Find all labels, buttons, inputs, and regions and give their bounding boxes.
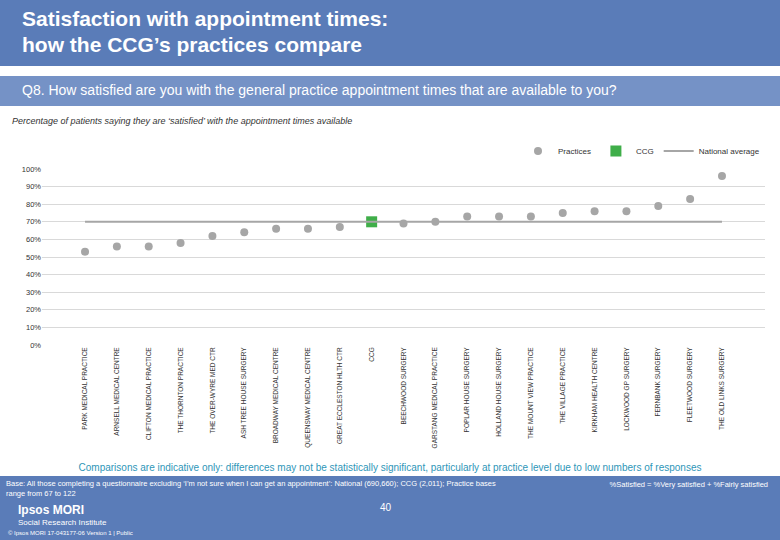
svg-text:50%: 50%	[26, 253, 41, 262]
html-text:Social Research Institute: Social Research Institute	[18, 518, 107, 527]
html-text:Comparisons are indicative onl: Comparisons are indicative only: differe…	[78, 462, 702, 473]
html-text:Base: All those completing a q: Base: All those completing a questionnai…	[6, 479, 496, 498]
html-text:Ipsos MORI: Ipsos MORI	[18, 503, 84, 517]
svg-text:THE VILLAGE PRACTICE: THE VILLAGE PRACTICE	[559, 347, 566, 424]
svg-text:QUEENSWAY MEDICAL CENTRE: QUEENSWAY MEDICAL CENTRE	[304, 347, 312, 448]
svg-text:60%: 60%	[26, 235, 41, 244]
svg-text:10%: 10%	[26, 323, 41, 332]
svg-text:FLEETWOOD SURGERY: FLEETWOOD SURGERY	[686, 347, 693, 423]
svg-text:HOLLAND HOUSE SURGERY: HOLLAND HOUSE SURGERY	[495, 347, 502, 437]
svg-text:National average: National average	[699, 147, 760, 156]
svg-text:CLIFTON MEDICAL PRACTICE: CLIFTON MEDICAL PRACTICE	[145, 347, 152, 440]
svg-text:BEECHWOOD SURGERY: BEECHWOOD SURGERY	[400, 347, 407, 425]
svg-text:80%: 80%	[26, 200, 41, 209]
svg-text:70%: 70%	[26, 217, 41, 226]
html-text:%Satisfied = %Very satisfied +: %Satisfied = %Very satisfied + %Fairly s…	[609, 480, 768, 489]
html-text:Satisfaction with appointment: Satisfaction with appointment times:	[22, 7, 389, 30]
svg-text:LOCKWOOD GP SURGERY: LOCKWOOD GP SURGERY	[623, 347, 630, 431]
html-text:© Ipsos MORI 17-043177-06 Vers: © Ipsos MORI 17-043177-06 Version 1 | Pu…	[8, 530, 133, 536]
svg-text:CCG: CCG	[368, 347, 375, 361]
svg-text:BROADWAY MEDICAL CENTRE: BROADWAY MEDICAL CENTRE	[272, 347, 279, 444]
svg-text:CCG: CCG	[636, 147, 654, 156]
html-text:how the CCG’s practices compar: how the CCG’s practices compare	[22, 33, 362, 56]
svg-text:Practices: Practices	[558, 147, 591, 156]
svg-text:GREAT ECCLESTON HLTH CTR: GREAT ECCLESTON HLTH CTR	[336, 347, 343, 444]
svg-text:THE OLD LINKS SURGERY: THE OLD LINKS SURGERY	[718, 347, 725, 430]
svg-text:GARSTANG MEDICAL PRACTICE: GARSTANG MEDICAL PRACTICE	[431, 347, 438, 449]
svg-text:POPLAR HOUSE SURGERY: POPLAR HOUSE SURGERY	[463, 347, 470, 433]
svg-text:0%: 0%	[30, 341, 41, 350]
svg-text:20%: 20%	[26, 305, 41, 314]
html-text:Percentage of patients saying: Percentage of patients saying they are ‘…	[12, 116, 353, 126]
svg-text:KIRKHAM HEALTH CENTRE: KIRKHAM HEALTH CENTRE	[591, 347, 598, 433]
svg-text:ASH TREE HOUSE SURGERY: ASH TREE HOUSE SURGERY	[240, 347, 247, 439]
svg-text:FERNBANK SURGERY: FERNBANK SURGERY	[654, 347, 661, 417]
svg-text:PARK MEDICAL PRACTICE: PARK MEDICAL PRACTICE	[81, 347, 88, 430]
svg-text:40%: 40%	[26, 270, 41, 279]
svg-text:THE THORNTON PRACTICE: THE THORNTON PRACTICE	[177, 347, 184, 434]
svg-text:100%: 100%	[22, 165, 42, 174]
svg-text:90%: 90%	[26, 182, 41, 191]
svg-text:THE OVER-WYRE MED CTR: THE OVER-WYRE MED CTR	[209, 347, 216, 434]
html-text:Q8. How satisfied are you with: Q8. How satisfied are you with the gener…	[22, 82, 617, 98]
html-text:40: 40	[380, 502, 392, 513]
svg-text:ARNSELL MEDICAL CENTRE: ARNSELL MEDICAL CENTRE	[113, 347, 120, 436]
svg-text:30%: 30%	[26, 288, 41, 297]
svg-text:THE MOUNT VIEW PRACTICE: THE MOUNT VIEW PRACTICE	[527, 347, 534, 439]
